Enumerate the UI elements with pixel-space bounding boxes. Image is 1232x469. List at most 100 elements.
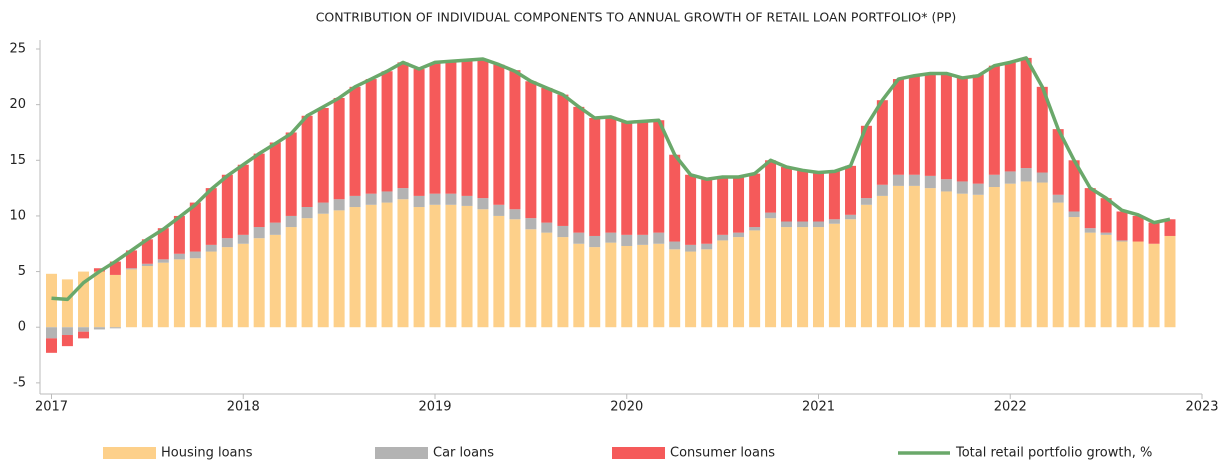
bar-segment [349, 207, 361, 328]
bar-segment [669, 241, 681, 250]
bar-segment [109, 274, 121, 328]
bar-segment [46, 327, 58, 339]
bar-segment [477, 198, 489, 210]
bar-segment [1148, 243, 1160, 328]
bar-segment [1004, 171, 1016, 184]
bar-segment [445, 61, 457, 194]
bar-segment [940, 179, 952, 192]
y-tick-label: 10 [9, 208, 26, 223]
bar-segment [1036, 182, 1048, 328]
bar-segment [637, 234, 649, 245]
bar-segment [541, 87, 553, 223]
bar-segment [78, 331, 90, 339]
bar-segment [46, 338, 58, 353]
bar-segment [956, 181, 968, 194]
x-tick-label: 2020 [610, 400, 643, 415]
bar-segment [892, 174, 904, 186]
bar-segment [924, 73, 936, 176]
bar-segment [1020, 181, 1032, 328]
bar-segment [908, 174, 920, 186]
bar-segment [765, 212, 777, 219]
bar-segment [205, 251, 217, 328]
legend-label: Consumer loans [670, 446, 775, 461]
bar-segment [892, 79, 904, 175]
bar-segment [445, 204, 457, 328]
bar-segment [237, 234, 249, 244]
legend-swatch [103, 447, 156, 459]
bar-segment [685, 174, 697, 245]
bar-segment [285, 227, 297, 328]
bar-segment [669, 154, 681, 242]
bar-segment [780, 166, 792, 222]
bar-segment [1020, 168, 1032, 182]
y-tick-label: 0 [18, 320, 26, 335]
bar-segment [477, 59, 489, 199]
bar-segment [1100, 232, 1112, 235]
bar-segment [876, 195, 888, 328]
bar-segment [109, 327, 121, 329]
bar-segment [78, 327, 90, 332]
bar-segment [972, 183, 984, 195]
bar-segment [749, 227, 761, 231]
bar-segment [1132, 241, 1144, 328]
bar-segment [813, 221, 825, 228]
bar-segment [605, 232, 617, 243]
bar-segment [221, 174, 233, 239]
bar-segment [653, 232, 665, 244]
bar-segment [157, 259, 169, 263]
bar-segment [1068, 211, 1080, 218]
bar-segment [1084, 232, 1096, 328]
bar-segment [461, 60, 473, 196]
bar-segment [908, 75, 920, 175]
bar-segment [397, 188, 409, 200]
bar-segment [1148, 222, 1160, 244]
bar-segment [717, 234, 729, 241]
bar-segment [860, 204, 872, 328]
bar-segment [924, 188, 936, 328]
bar-segment [621, 234, 633, 246]
bar-segment [189, 251, 201, 259]
bar-segment [509, 219, 521, 328]
bar-segment [237, 164, 249, 235]
bar-segment [253, 238, 265, 328]
bar-segment [78, 271, 90, 328]
bar-segment [541, 222, 553, 233]
bar-segment [157, 262, 169, 328]
bar-segment [349, 86, 361, 196]
bar-segment [924, 175, 936, 189]
bar-segment [860, 125, 872, 199]
bar-segment [157, 228, 169, 260]
bar-segment [509, 70, 521, 210]
bar-segment [381, 191, 393, 203]
bar-segment [317, 213, 329, 328]
bar-segment [589, 247, 601, 328]
bar-segment [749, 230, 761, 328]
bar-segment [221, 238, 233, 248]
bar-segment [749, 173, 761, 228]
y-tick-label: 25 [9, 42, 26, 57]
bar-segment [1116, 241, 1128, 328]
bar-segment [61, 335, 73, 347]
bar-segment [525, 81, 537, 219]
bar-segment [317, 107, 329, 203]
bar-segment [733, 237, 745, 328]
bar-segment [269, 142, 281, 223]
bar-segment [972, 194, 984, 328]
bar-segment [637, 244, 649, 328]
bar-segment [1052, 202, 1064, 328]
bar-segment [956, 193, 968, 328]
bar-segment [733, 176, 745, 233]
legend-label: Total retail portfolio growth, % [955, 446, 1152, 461]
bar-segment [765, 160, 777, 213]
bar-segment [892, 185, 904, 328]
bar-segment [205, 188, 217, 245]
bar-segment [141, 263, 153, 267]
bar-segment [253, 153, 265, 228]
y-tick-label: -5 [13, 375, 26, 390]
bar-segment [605, 116, 617, 233]
bar-segment [269, 222, 281, 235]
bar-segment [1052, 194, 1064, 203]
bar-segment [141, 239, 153, 264]
bar-segment [637, 121, 649, 235]
bar-segment [765, 218, 777, 328]
